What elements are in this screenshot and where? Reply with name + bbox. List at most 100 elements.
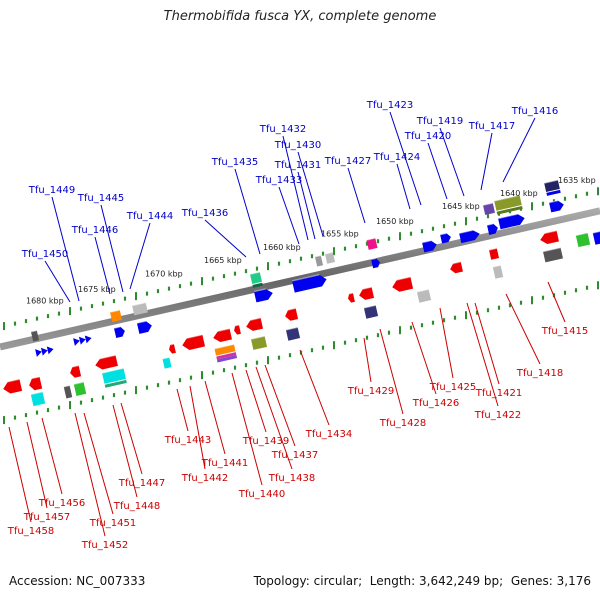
gene-shape [488, 248, 500, 260]
gene-highlight [68, 364, 79, 369]
gene-shape [422, 240, 437, 253]
gene-shape [592, 231, 600, 245]
gene-highlight [136, 320, 146, 324]
upper-gene-label: Tfu_1433 [255, 175, 302, 186]
gene-shape [540, 230, 559, 245]
lower-gene-label: Tfu_1421 [475, 388, 522, 399]
gene-highlight [214, 343, 235, 350]
upper-leader-line [427, 142, 448, 200]
gene-lower-27 [63, 384, 73, 399]
gene-upper-9 [421, 239, 437, 253]
gene-highlight [416, 288, 429, 293]
gene-lower-6 [492, 264, 504, 279]
lower-leader-line [204, 380, 226, 455]
gene-shape [450, 261, 463, 274]
lower-gene-label: Tfu_1447 [118, 478, 165, 489]
upper-gene-label: Tfu_1445 [77, 193, 124, 204]
gene-highlight [314, 254, 321, 258]
upper-leader-line [51, 196, 80, 302]
kbp-label: 1645 kbp [442, 202, 480, 211]
lower-leader-line [26, 421, 48, 509]
gene-shape [46, 346, 54, 355]
lower-gene-label: Tfu_1426 [412, 398, 459, 409]
gene-highlight [482, 202, 493, 206]
upper-gene-label: Tfu_1436 [181, 208, 228, 219]
gene-shape [324, 252, 336, 264]
gene-highlight [1, 378, 20, 384]
gene-shape [250, 272, 262, 284]
gene-shape [366, 238, 378, 250]
gene-lower-21 [167, 343, 176, 354]
lower-gene-label: Tfu_1448 [113, 501, 160, 512]
gene-shape [40, 347, 48, 356]
accession-value: NC_007333 [76, 574, 146, 588]
genes-label: Genes: [510, 574, 553, 588]
gene-upper-21 [73, 335, 92, 346]
gene-lower-29 [30, 391, 46, 407]
gene-shape [63, 385, 73, 399]
length-value: 3,642,249 bp [419, 574, 500, 588]
gene-upper-23 [30, 329, 40, 342]
upper-leader-line [502, 117, 536, 183]
gene-shape [73, 382, 87, 396]
gene-highlight [180, 334, 203, 341]
gene-lower-25 [68, 364, 82, 378]
gene-upper-10 [366, 237, 378, 250]
gene-shape [132, 302, 148, 316]
upper-leader-line [297, 171, 316, 240]
lower-gene-label: Tfu_1434 [305, 429, 352, 440]
gene-lower-8 [390, 276, 414, 292]
lower-gene-label: Tfu_1428 [379, 418, 426, 429]
gene-shape [234, 324, 241, 335]
lower-gene-label: Tfu_1422 [474, 410, 521, 421]
lower-leader-line [505, 293, 541, 365]
lower-gene-label: Tfu_1451 [89, 518, 136, 529]
kbp-label: 1670 kbp [145, 270, 183, 279]
gene-band [104, 379, 127, 388]
gene-shape [213, 328, 232, 343]
upper-scale-track [3, 187, 599, 331]
gene-shape [169, 343, 176, 354]
gene-shape [363, 305, 379, 319]
gene-highlight [63, 384, 70, 388]
gene-shape [136, 321, 152, 334]
gene-shape [78, 336, 86, 345]
kbp-label: 1650 kbp [376, 217, 414, 226]
gene-shape [246, 317, 264, 331]
gene-band [216, 352, 237, 360]
lower-gene-label: Tfu_1439 [242, 436, 289, 447]
lower-gene-label: Tfu_1441 [201, 458, 248, 469]
gene-shape [250, 336, 268, 350]
genes-value: 3,176 [556, 574, 591, 588]
lower-gene-label: Tfu_1457 [23, 512, 70, 523]
gene-highlight [30, 391, 43, 396]
upper-leader-line [396, 163, 411, 210]
lower-leader-line [474, 302, 500, 385]
kbp-label: 1660 kbp [263, 243, 301, 252]
gene-highlight [486, 223, 494, 226]
genome-stats: Topology: circular; Length: 3,642,249 bp… [253, 574, 591, 588]
gene-highlight [93, 354, 116, 361]
gene-shape [162, 357, 172, 369]
gene-lower-1 [538, 229, 559, 245]
gene-shape [371, 258, 380, 269]
gene-highlight [458, 229, 473, 235]
gene-highlight [73, 381, 84, 385]
gene-highlight [30, 329, 37, 333]
lower-gene-label: Tfu_1418 [516, 368, 563, 379]
topology-label: Topology: [253, 574, 310, 588]
gene-shape [392, 276, 414, 292]
gene-highlight [544, 179, 558, 184]
gene-highlight [346, 292, 354, 295]
gene-band [496, 205, 523, 215]
gene-lower-17 [250, 335, 268, 350]
gene-shape [30, 330, 40, 342]
kbp-label: 1655 kbp [321, 230, 359, 239]
gene-shape [84, 335, 92, 344]
gene-shape [285, 327, 301, 341]
gene-lower-12 [363, 304, 379, 319]
kbp-label: 1640 kbp [500, 189, 538, 198]
lower-leader-line [264, 364, 296, 447]
gene-highlight [439, 232, 447, 236]
